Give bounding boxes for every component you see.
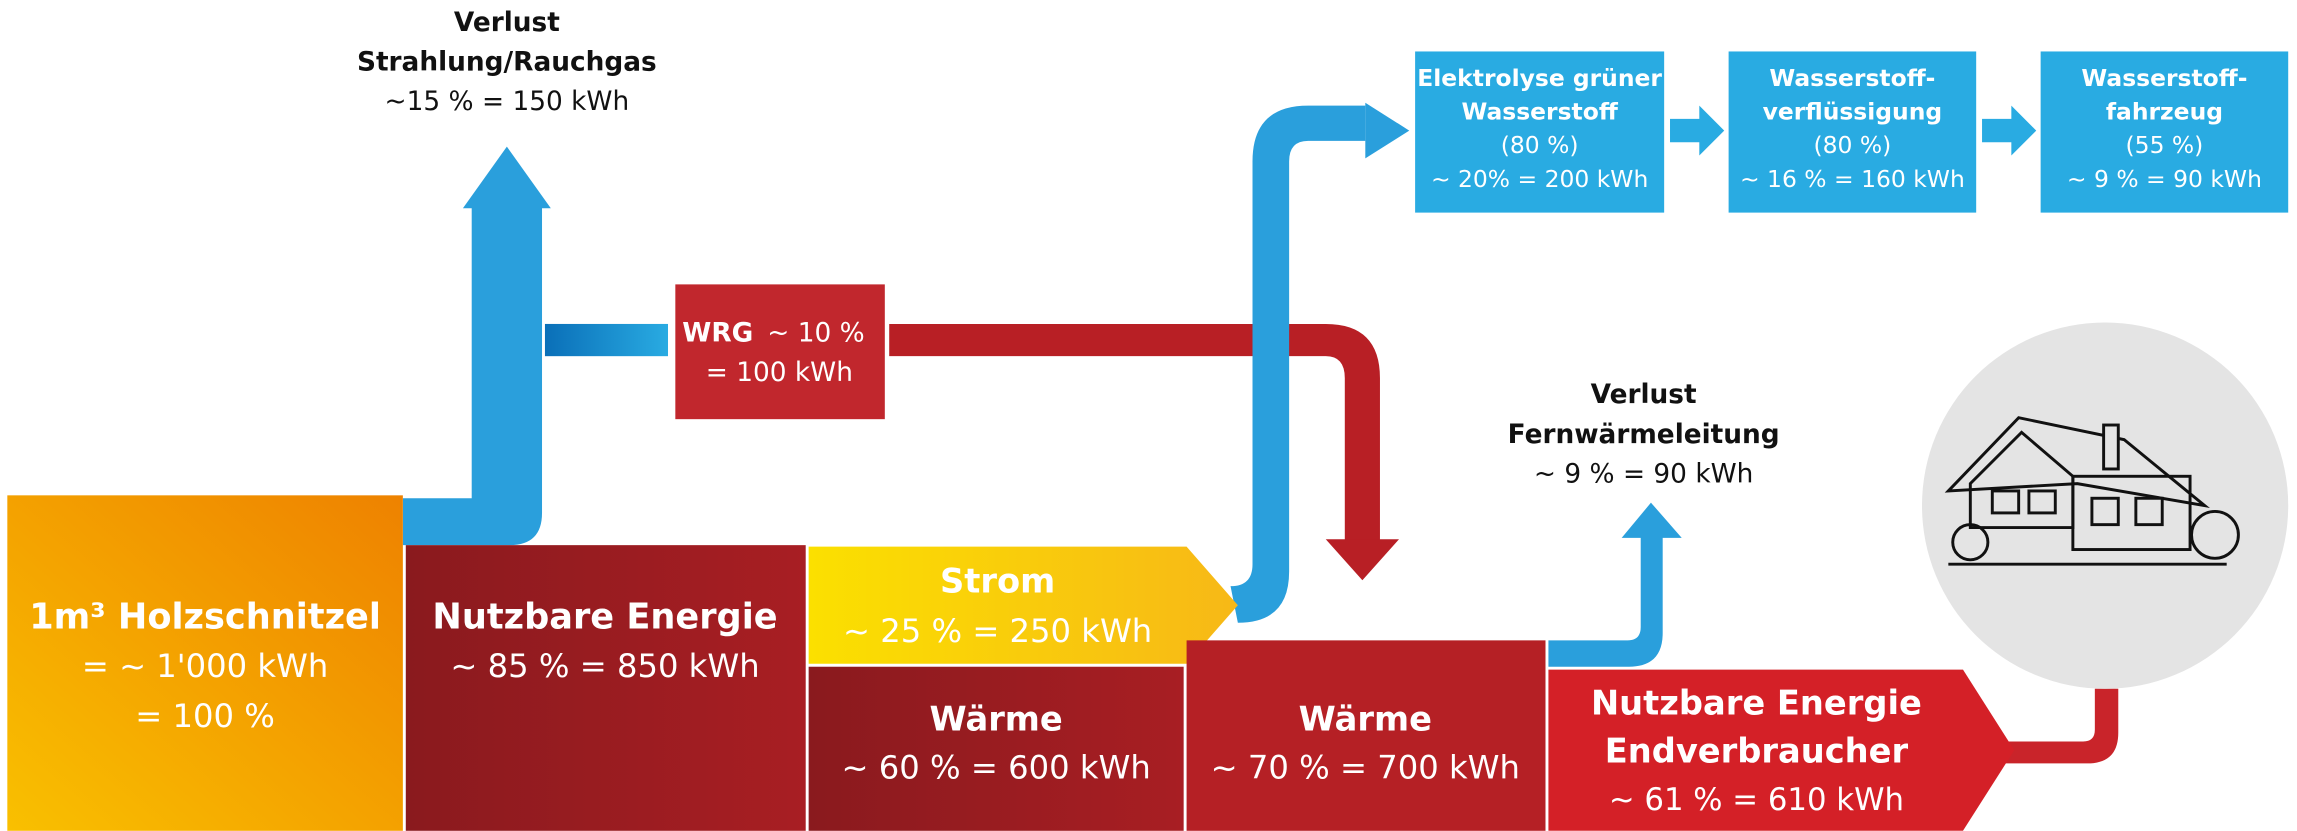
hydrogen-title: Wasserstoff- xyxy=(1769,64,1935,92)
source-title: 1m³ Holzschnitzel xyxy=(29,596,381,637)
heat-title: Wärme xyxy=(1299,699,1432,738)
loss-value: ~15 % = 150 kWh xyxy=(385,87,630,117)
heat-title: Wärme xyxy=(930,699,1063,738)
end-value: ~ 61 % = 610 kWh xyxy=(1609,782,1904,818)
heat-value: ~ 70 % = 700 kWh xyxy=(1211,748,1520,786)
wrg-flow xyxy=(889,324,1380,545)
step-arrow xyxy=(1982,106,2036,156)
loss-subtitle: Fernwärmeleitung xyxy=(1508,420,1780,450)
heat-value: ~ 60 % = 600 kWh xyxy=(842,748,1151,786)
consumer-flow xyxy=(2004,689,2118,764)
strom-value: ~ 25 % = 250 kWh xyxy=(843,612,1152,650)
wrg-share: ~ 10 % xyxy=(767,319,864,349)
grid-loss-flow xyxy=(1548,535,1662,667)
loss-title: Verlust xyxy=(1591,380,1697,410)
wrg-box xyxy=(675,284,884,419)
hydrogen-value: ~ 20% = 200 kWh xyxy=(1431,165,1648,193)
strom-title: Strom xyxy=(940,562,1055,601)
step-arrow xyxy=(1670,106,1724,156)
usable-value: ~ 85 % = 850 kWh xyxy=(450,647,759,685)
arrow-head xyxy=(1622,503,1682,538)
wrg-value: = 100 kWh xyxy=(706,358,853,388)
hydrogen-value: ~ 16 % = 160 kWh xyxy=(1740,165,1965,193)
loss-title: Verlust xyxy=(454,8,560,38)
house-circle xyxy=(1922,322,2288,688)
end-subtitle: Endverbraucher xyxy=(1605,732,1909,771)
usable-title: Nutzbare Energie xyxy=(432,596,777,637)
arrow-head xyxy=(1365,103,1409,159)
source-line: = ~ 1'000 kWh xyxy=(82,647,329,685)
hydrogen-title: fahrzeug xyxy=(2106,97,2223,125)
hydrogen-title: Elektrolyse grüner xyxy=(1417,64,1662,92)
heat-recovery-flow xyxy=(545,324,668,356)
flue-loss-flow xyxy=(403,205,542,545)
arrow-head xyxy=(463,147,551,209)
hydrogen-efficiency: (55 %) xyxy=(2126,131,2204,159)
energy-flow-diagram: 1m³ Holzschnitzel = ~ 1'000 kWh = 100 % … xyxy=(0,0,2297,831)
hydrogen-title: Wasserstoff xyxy=(1461,97,1618,125)
loss-value: ~ 9 % = 90 kWh xyxy=(1534,459,1753,489)
hydrogen-value: ~ 9 % = 90 kWh xyxy=(2067,165,2262,193)
source-line: = 100 % xyxy=(135,697,275,735)
loss-subtitle: Strahlung/Rauchgas xyxy=(357,48,657,78)
usable-box xyxy=(406,545,806,831)
page: 1m³ Holzschnitzel = ~ 1'000 kWh = 100 % … xyxy=(0,0,2297,831)
end-title: Nutzbare Energie xyxy=(1591,683,1922,722)
hydrogen-efficiency: (80 %) xyxy=(1501,131,1579,159)
arrow-head xyxy=(1326,539,1399,580)
hydrogen-efficiency: (80 %) xyxy=(1814,131,1892,159)
wrg-title: WRG xyxy=(682,319,753,349)
hydrogen-title: verflüssigung xyxy=(1763,97,1943,125)
hydrogen-title: Wasserstoff- xyxy=(2081,64,2247,92)
